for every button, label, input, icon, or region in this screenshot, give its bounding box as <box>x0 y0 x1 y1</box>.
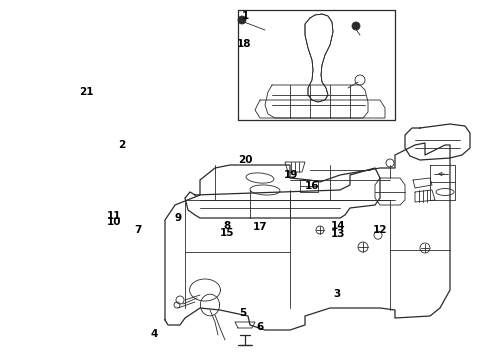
Text: 2: 2 <box>118 140 125 150</box>
Text: 12: 12 <box>372 225 387 235</box>
Text: 13: 13 <box>331 229 345 239</box>
Text: 3: 3 <box>333 289 341 300</box>
Text: 6: 6 <box>256 322 264 332</box>
Text: 9: 9 <box>174 213 181 223</box>
Text: 11: 11 <box>107 211 122 221</box>
Text: 10: 10 <box>107 217 122 228</box>
Text: 7: 7 <box>135 225 142 235</box>
Text: 21: 21 <box>79 87 94 97</box>
Text: 17: 17 <box>252 222 267 232</box>
Text: 1: 1 <box>242 11 248 21</box>
Text: 19: 19 <box>284 170 298 180</box>
Text: 14: 14 <box>331 221 345 231</box>
Text: 5: 5 <box>239 308 246 318</box>
Circle shape <box>238 16 246 24</box>
Text: 8: 8 <box>223 221 230 231</box>
Text: 15: 15 <box>220 228 234 238</box>
Text: 18: 18 <box>237 39 251 49</box>
Text: 16: 16 <box>305 181 319 192</box>
Text: 4: 4 <box>150 329 158 339</box>
Polygon shape <box>305 14 333 102</box>
Text: 20: 20 <box>238 155 252 165</box>
Circle shape <box>352 22 360 30</box>
